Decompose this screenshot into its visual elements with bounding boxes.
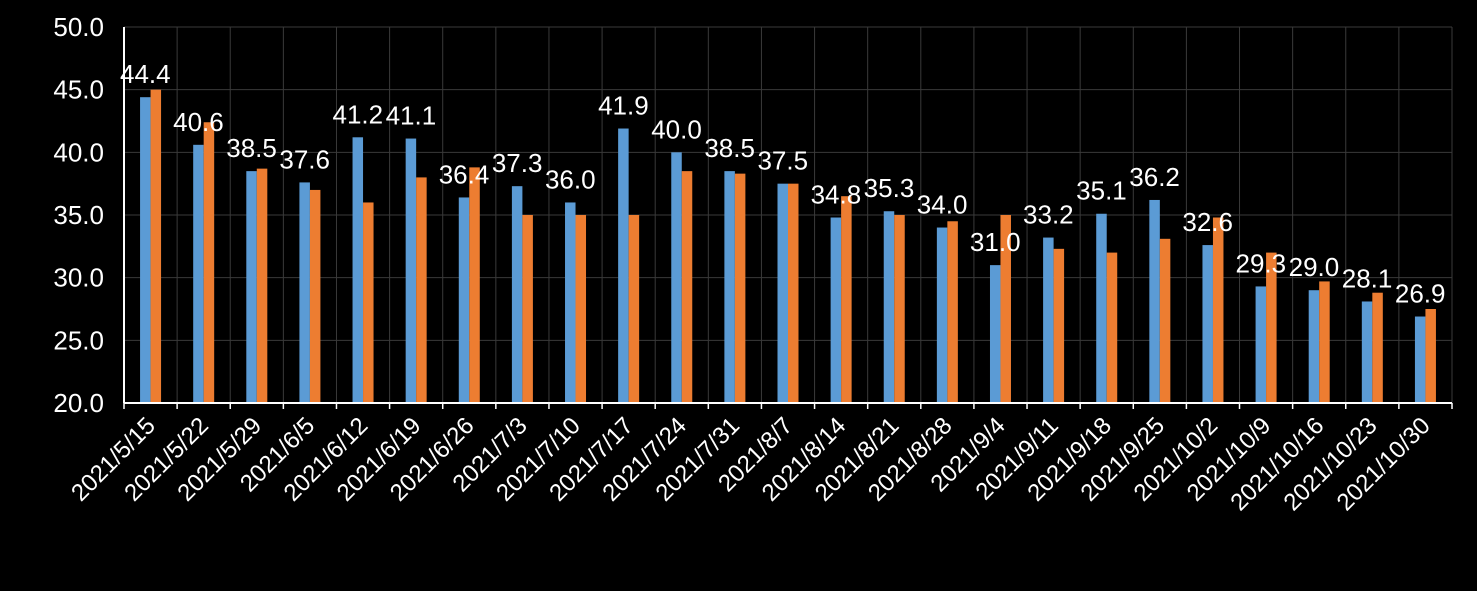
bar-series-2 xyxy=(1159,238,1171,403)
data-label: 38.5 xyxy=(226,133,277,163)
bar-series-1 xyxy=(936,227,948,403)
data-label: 36.2 xyxy=(1129,162,1180,192)
bar-series-1 xyxy=(671,152,682,403)
data-label: 41.2 xyxy=(332,99,383,129)
bar-series-1 xyxy=(1414,316,1426,403)
bar-series-1 xyxy=(1149,199,1160,403)
bar-series-1 xyxy=(830,217,842,403)
data-label: 41.1 xyxy=(386,101,437,131)
bar-series-1 xyxy=(458,197,470,403)
data-label: 29.0 xyxy=(1289,252,1340,282)
data-label: 26.9 xyxy=(1395,279,1446,309)
data-label: 36.0 xyxy=(545,164,596,194)
bar-series-2 xyxy=(1000,215,1011,403)
data-label: 31.0 xyxy=(970,227,1021,257)
bar-series-1 xyxy=(405,138,417,403)
bar-series-2 xyxy=(150,89,162,404)
bar-series-2 xyxy=(575,215,587,403)
data-labels: 44.440.638.5 37.641.2 41.136.4 37.336.041.9… xyxy=(120,59,1445,308)
bar-series-1 xyxy=(1255,286,1267,403)
data-label: 32.6 xyxy=(1182,207,1233,237)
axes xyxy=(123,27,1453,409)
bar-series-1 xyxy=(1043,237,1054,403)
bar-series-1 xyxy=(1096,213,1107,403)
bar-series-1 xyxy=(883,211,895,403)
y-tick-label: 45.0 xyxy=(53,75,104,105)
bar-series-2 xyxy=(416,177,427,403)
y-tick-label: 50.0 xyxy=(53,12,104,42)
data-label: 33.2 xyxy=(1023,200,1074,230)
bar-series-2 xyxy=(256,168,268,403)
data-label: 34.8 xyxy=(811,180,862,210)
bar-series-1 xyxy=(1308,290,1320,403)
y-tick-label: 25.0 xyxy=(53,325,104,355)
bar-series-2 xyxy=(734,173,746,403)
data-label: 37.5 xyxy=(757,146,808,176)
bar-series-1 xyxy=(565,202,576,403)
data-label: 34.0 xyxy=(917,190,968,220)
gridlines xyxy=(124,26,1453,404)
bar-series-2 xyxy=(681,171,693,403)
bar-series-2 xyxy=(363,202,374,403)
x-axis-ticks: 2021/5/152021/5/222021/5/292021/6/52021/… xyxy=(66,412,1435,516)
bar-series-2 xyxy=(841,196,852,403)
bar-series-2 xyxy=(1212,217,1224,403)
bar-series-1 xyxy=(1202,245,1213,403)
data-label: 40.6 xyxy=(173,107,224,137)
bar-series-1 xyxy=(352,137,364,403)
y-tick-label: 40.0 xyxy=(53,137,104,167)
bar-series-1 xyxy=(511,186,523,403)
data-label: 37.3 xyxy=(492,148,543,178)
bar-series-2 xyxy=(469,167,480,403)
bar-series-2 xyxy=(522,215,533,403)
bar-series-2 xyxy=(1106,252,1118,403)
data-label: 38.5 xyxy=(704,133,755,163)
y-tick-label: 20.0 xyxy=(53,388,104,418)
bar-series-2 xyxy=(1372,292,1383,403)
bar-series-1 xyxy=(618,128,629,403)
data-label: 28.1 xyxy=(1342,263,1393,293)
bar-series-1 xyxy=(246,171,257,403)
bar-series-2 xyxy=(1425,309,1436,403)
bar-series-1 xyxy=(989,265,1001,403)
bar-series-1 xyxy=(193,144,204,403)
bars xyxy=(140,89,1436,404)
data-label: 37.6 xyxy=(279,144,330,174)
data-label: 36.4 xyxy=(439,159,490,189)
bar-series-1 xyxy=(777,183,788,403)
data-label: 35.3 xyxy=(864,173,915,203)
bar-series-1 xyxy=(724,171,735,403)
data-label: 29.3 xyxy=(1236,248,1287,278)
data-label: 35.1 xyxy=(1076,176,1127,206)
bar-series-2 xyxy=(1319,281,1330,403)
bar-series-2 xyxy=(203,122,215,404)
bar-series-2 xyxy=(309,189,321,403)
data-label: 40.0 xyxy=(651,114,702,144)
y-axis-ticks: 20.0 25.0 30.0 35.0 40.0 45.0 50.0 xyxy=(53,12,104,418)
bar-series-2 xyxy=(1266,252,1277,403)
bar-series-2 xyxy=(894,215,905,403)
bar-series-2 xyxy=(947,221,958,403)
bar-series-2 xyxy=(628,215,640,403)
data-label: 44.4 xyxy=(120,59,171,89)
bar-series-1 xyxy=(299,182,310,403)
y-tick-label: 35.0 xyxy=(53,200,104,230)
bar-series-1 xyxy=(140,97,151,403)
bar-series-2 xyxy=(1053,248,1065,403)
data-label: 41.9 xyxy=(598,91,649,121)
y-tick-label: 30.0 xyxy=(53,263,104,293)
bar-series-2 xyxy=(788,183,799,403)
bar-series-1 xyxy=(1361,301,1373,403)
